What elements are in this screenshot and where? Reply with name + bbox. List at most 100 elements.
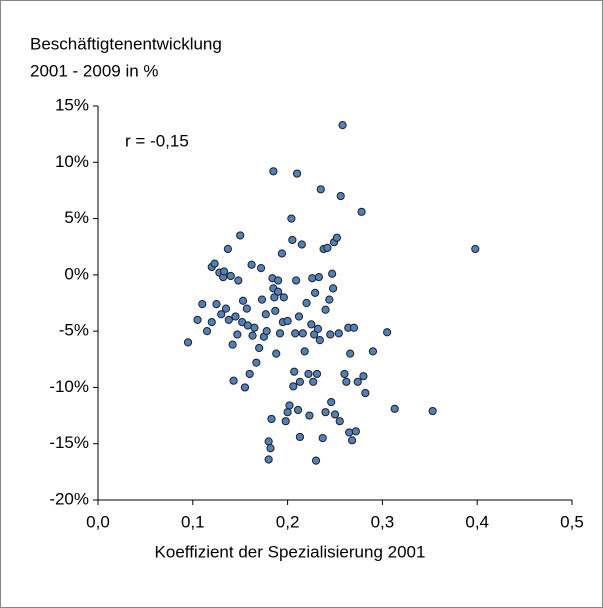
point [335,417,344,426]
point [323,243,332,252]
y-axis-label: 2001 - 2009 in % [30,61,159,80]
point [342,377,351,386]
point [224,315,233,324]
point [325,295,334,304]
point [330,410,340,419]
point [291,329,300,338]
point [292,169,302,178]
point [359,372,368,381]
point [307,320,316,329]
point [266,444,275,453]
y-tick-label: 5% [64,208,89,227]
point [308,274,317,283]
point [279,293,288,302]
point [357,207,366,216]
point [238,296,248,305]
point [202,327,212,336]
y-tick-label: -5% [59,321,89,340]
y-axis-label: Beschäftigtenentwicklung [30,34,222,53]
point [312,369,322,379]
x-tick-label: 0,5 [560,512,584,531]
point [269,167,278,176]
point [207,318,216,327]
y-tick-label: -10% [49,377,89,396]
point [236,231,245,240]
point [305,411,314,420]
point [217,310,226,319]
point [250,323,259,332]
point [338,121,347,130]
point [231,312,240,321]
point [304,369,313,379]
point [300,347,309,356]
point [292,276,301,285]
point [257,295,267,304]
point [210,259,219,268]
point [383,328,392,337]
point [329,284,338,293]
point [271,306,280,315]
point [283,316,292,326]
point [248,331,257,340]
point [223,244,232,254]
point [328,269,337,278]
y-tick-label: 15% [55,95,89,114]
point [314,273,323,282]
point [351,427,360,436]
point [315,336,324,345]
x-tick-label: 0,4 [465,512,489,531]
point [361,388,370,398]
point [311,456,321,465]
point [262,327,271,336]
x-tick-label: 0,0 [86,512,110,531]
point [281,417,290,426]
point [274,287,283,296]
point [226,271,235,281]
point [321,408,330,417]
point [471,244,480,254]
point [349,323,359,332]
point [252,358,261,367]
point [326,330,335,339]
point [243,321,252,330]
point [233,330,242,339]
point [270,293,279,302]
point [229,376,238,385]
point [274,276,283,285]
point [340,369,349,379]
point [346,349,355,358]
x-tick-label: 0,3 [371,512,395,531]
point [212,300,221,309]
point [285,401,294,410]
point [336,191,345,201]
point [368,347,378,356]
point [245,369,254,379]
point [193,315,202,324]
point [264,437,273,446]
point [293,405,303,415]
point [277,249,287,258]
point [353,377,362,386]
y-tick-label: 0% [64,264,89,283]
point [298,329,307,338]
point [295,377,305,386]
point [283,408,292,417]
point [261,310,270,319]
point [198,300,207,309]
point [316,185,325,194]
point [310,330,319,339]
point [255,343,264,353]
point [294,312,304,321]
point [295,432,305,442]
point [290,367,299,376]
point [287,214,296,223]
annotation: r = -0,15 [125,131,189,150]
x-tick-label: 0,1 [181,512,205,531]
point [297,240,306,249]
point [289,382,298,391]
point [318,433,327,443]
point [264,455,273,464]
y-tick-label: -20% [49,489,89,508]
point [345,428,354,437]
